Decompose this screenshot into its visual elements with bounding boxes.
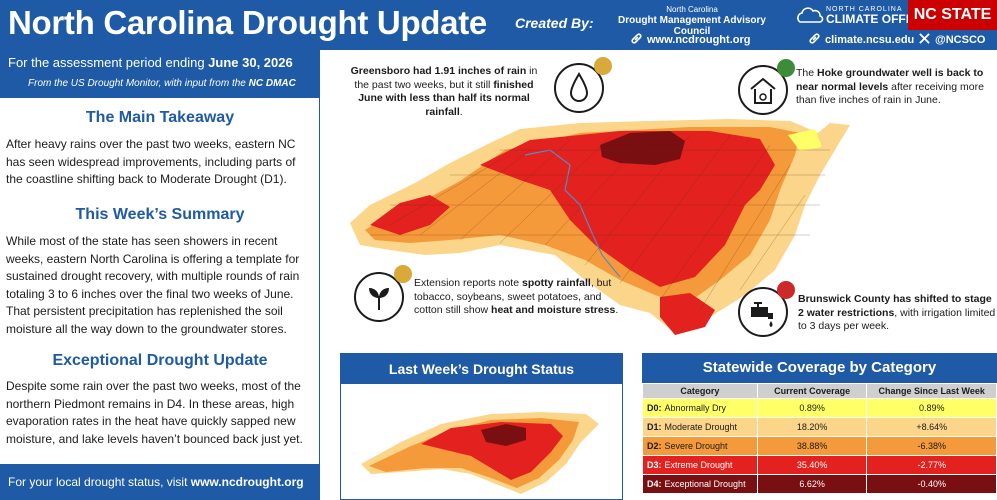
change-cell: 0.89% — [866, 398, 997, 418]
footer-bar: For your local drought status, visit www… — [0, 464, 320, 500]
category-cell: D2: Severe Drought — [642, 436, 758, 456]
county-lines — [370, 134, 830, 311]
category-cell: D0: Abnormally Dry — [642, 398, 758, 418]
header-bar: North Carolina Drought Update Created By… — [0, 0, 997, 50]
change-cell: -0.40% — [866, 474, 997, 494]
ncdrought-link[interactable]: www.ncdrought.org — [630, 32, 750, 46]
current-coverage-cell: 6.62% — [756, 474, 868, 494]
coverage-row: D0: Abnormally Dry 0.89% 0.89% — [642, 398, 997, 418]
left-panel: For the assessment period ending June 30… — [0, 50, 320, 500]
link-icon — [809, 33, 820, 44]
footer-link[interactable]: www.ncdrought.org — [190, 475, 304, 489]
coverage-table: Category Current Coverage Change Since L… — [642, 383, 997, 494]
coverage-header-row: Category Current Coverage Change Since L… — [642, 383, 997, 399]
change-cell: +8.64% — [866, 417, 997, 437]
panel-divider — [319, 98, 320, 500]
ncstate-logo: NC STATE — [908, 0, 997, 30]
improvement-badge-icon — [777, 59, 795, 77]
lw-d4-region — [481, 424, 526, 446]
extension-callout: Extension reports note spotty rainfall, … — [414, 277, 619, 316]
map-d3-southwest — [370, 195, 450, 235]
category-cell: D1: Moderate Drought — [642, 417, 758, 437]
current-coverage-cell: 18.20% — [756, 417, 868, 437]
hoke-callout: The Hoke groundwater well is back to nea… — [796, 67, 984, 106]
climate-office-logo: NORTH CAROLINA CLIMATE OFFICE — [796, 6, 926, 26]
weekly-summary-body: While most of the state has seen showers… — [6, 234, 300, 336]
x-logo-icon — [919, 33, 930, 44]
map-d4-region — [600, 131, 685, 165]
change-cell: -6.38% — [866, 436, 997, 456]
link-icon — [631, 33, 642, 44]
column-header: Change Since Last Week — [866, 383, 997, 399]
main-takeaway-body: After heavy rains over the past two week… — [6, 137, 296, 186]
water-drop-icon — [554, 63, 604, 113]
climate-link[interactable]: climate.ncsu.edu — [808, 32, 914, 46]
category-cell: D3: Extreme Drought — [642, 455, 758, 475]
column-header: Category — [642, 383, 758, 399]
worsening-badge-icon — [777, 281, 795, 299]
coverage-panel: Statewide Coverage by Category Category … — [642, 353, 997, 500]
mixed-badge-icon — [394, 265, 412, 283]
coverage-title: Statewide Coverage by Category — [642, 353, 997, 383]
brunswick-callout: Brunswick County has shifted to stage 2 … — [798, 293, 996, 332]
current-coverage-cell: 0.89% — [756, 398, 868, 418]
created-by-label: Created By: — [515, 15, 594, 31]
map-river — [524, 149, 621, 278]
lw-d3-region — [421, 422, 563, 480]
map-d3-southeast — [660, 293, 715, 335]
current-coverage-cell: 35.40% — [756, 455, 868, 475]
map-d0-region — [788, 129, 822, 151]
dmac-logo-text: North Carolina Drought Management Adviso… — [612, 4, 772, 37]
x-social-link[interactable]: @NCSCO — [918, 32, 985, 46]
last-week-title: Last Week’s Drought Status — [341, 354, 622, 384]
nc-drought-map — [350, 119, 850, 335]
page-title: North Carolina Drought Update — [8, 4, 487, 41]
coverage-row: D2: Severe Drought 38.88% -6.38% — [642, 436, 997, 456]
coverage-rows: D0: Abnormally Dry 0.89% 0.89% D1: Moderate D… — [642, 398, 997, 494]
decline-badge-icon — [594, 57, 612, 75]
drought-map-area: Greensboro had 1.91 inches of rain in th… — [330, 55, 997, 350]
coverage-row: D4: Exceptional Drought 6.62% -0.40% — [642, 474, 997, 494]
dmac-line1: North Carolina — [666, 5, 718, 14]
dmac-line2: Drought Management Advisory Council — [618, 15, 766, 37]
main-takeaway-heading: The Main Takeaway — [85, 109, 235, 126]
assessment-period: For the assessment period ending June 30… — [8, 55, 293, 70]
coverage-row: D1: Moderate Drought 18.20% +8.64% — [642, 417, 997, 437]
column-header: Current Coverage — [756, 383, 868, 399]
last-week-panel: Last Week’s Drought Status — [340, 353, 623, 500]
greensboro-callout: Greensboro had 1.91 inches of rain in th… — [350, 65, 538, 118]
assessment-period-bar: For the assessment period ending June 30… — [0, 50, 320, 98]
coverage-row: D3: Extreme Drought 35.40% -2.77% — [642, 455, 997, 475]
map-d3-region — [480, 131, 775, 287]
weekly-summary-heading: This Week’s Summary — [75, 206, 245, 223]
current-coverage-cell: 38.88% — [756, 436, 868, 456]
category-cell: D4: Exceptional Drought — [642, 474, 758, 494]
data-source: From the US Drought Monitor, with input … — [28, 78, 296, 89]
last-week-map — [361, 412, 599, 494]
exceptional-drought-heading: Exceptional Drought Update — [52, 352, 268, 369]
exceptional-drought-body: Despite some rain over the past two week… — [6, 379, 303, 446]
cloud-icon — [797, 7, 824, 23]
change-cell: -2.77% — [866, 455, 997, 475]
